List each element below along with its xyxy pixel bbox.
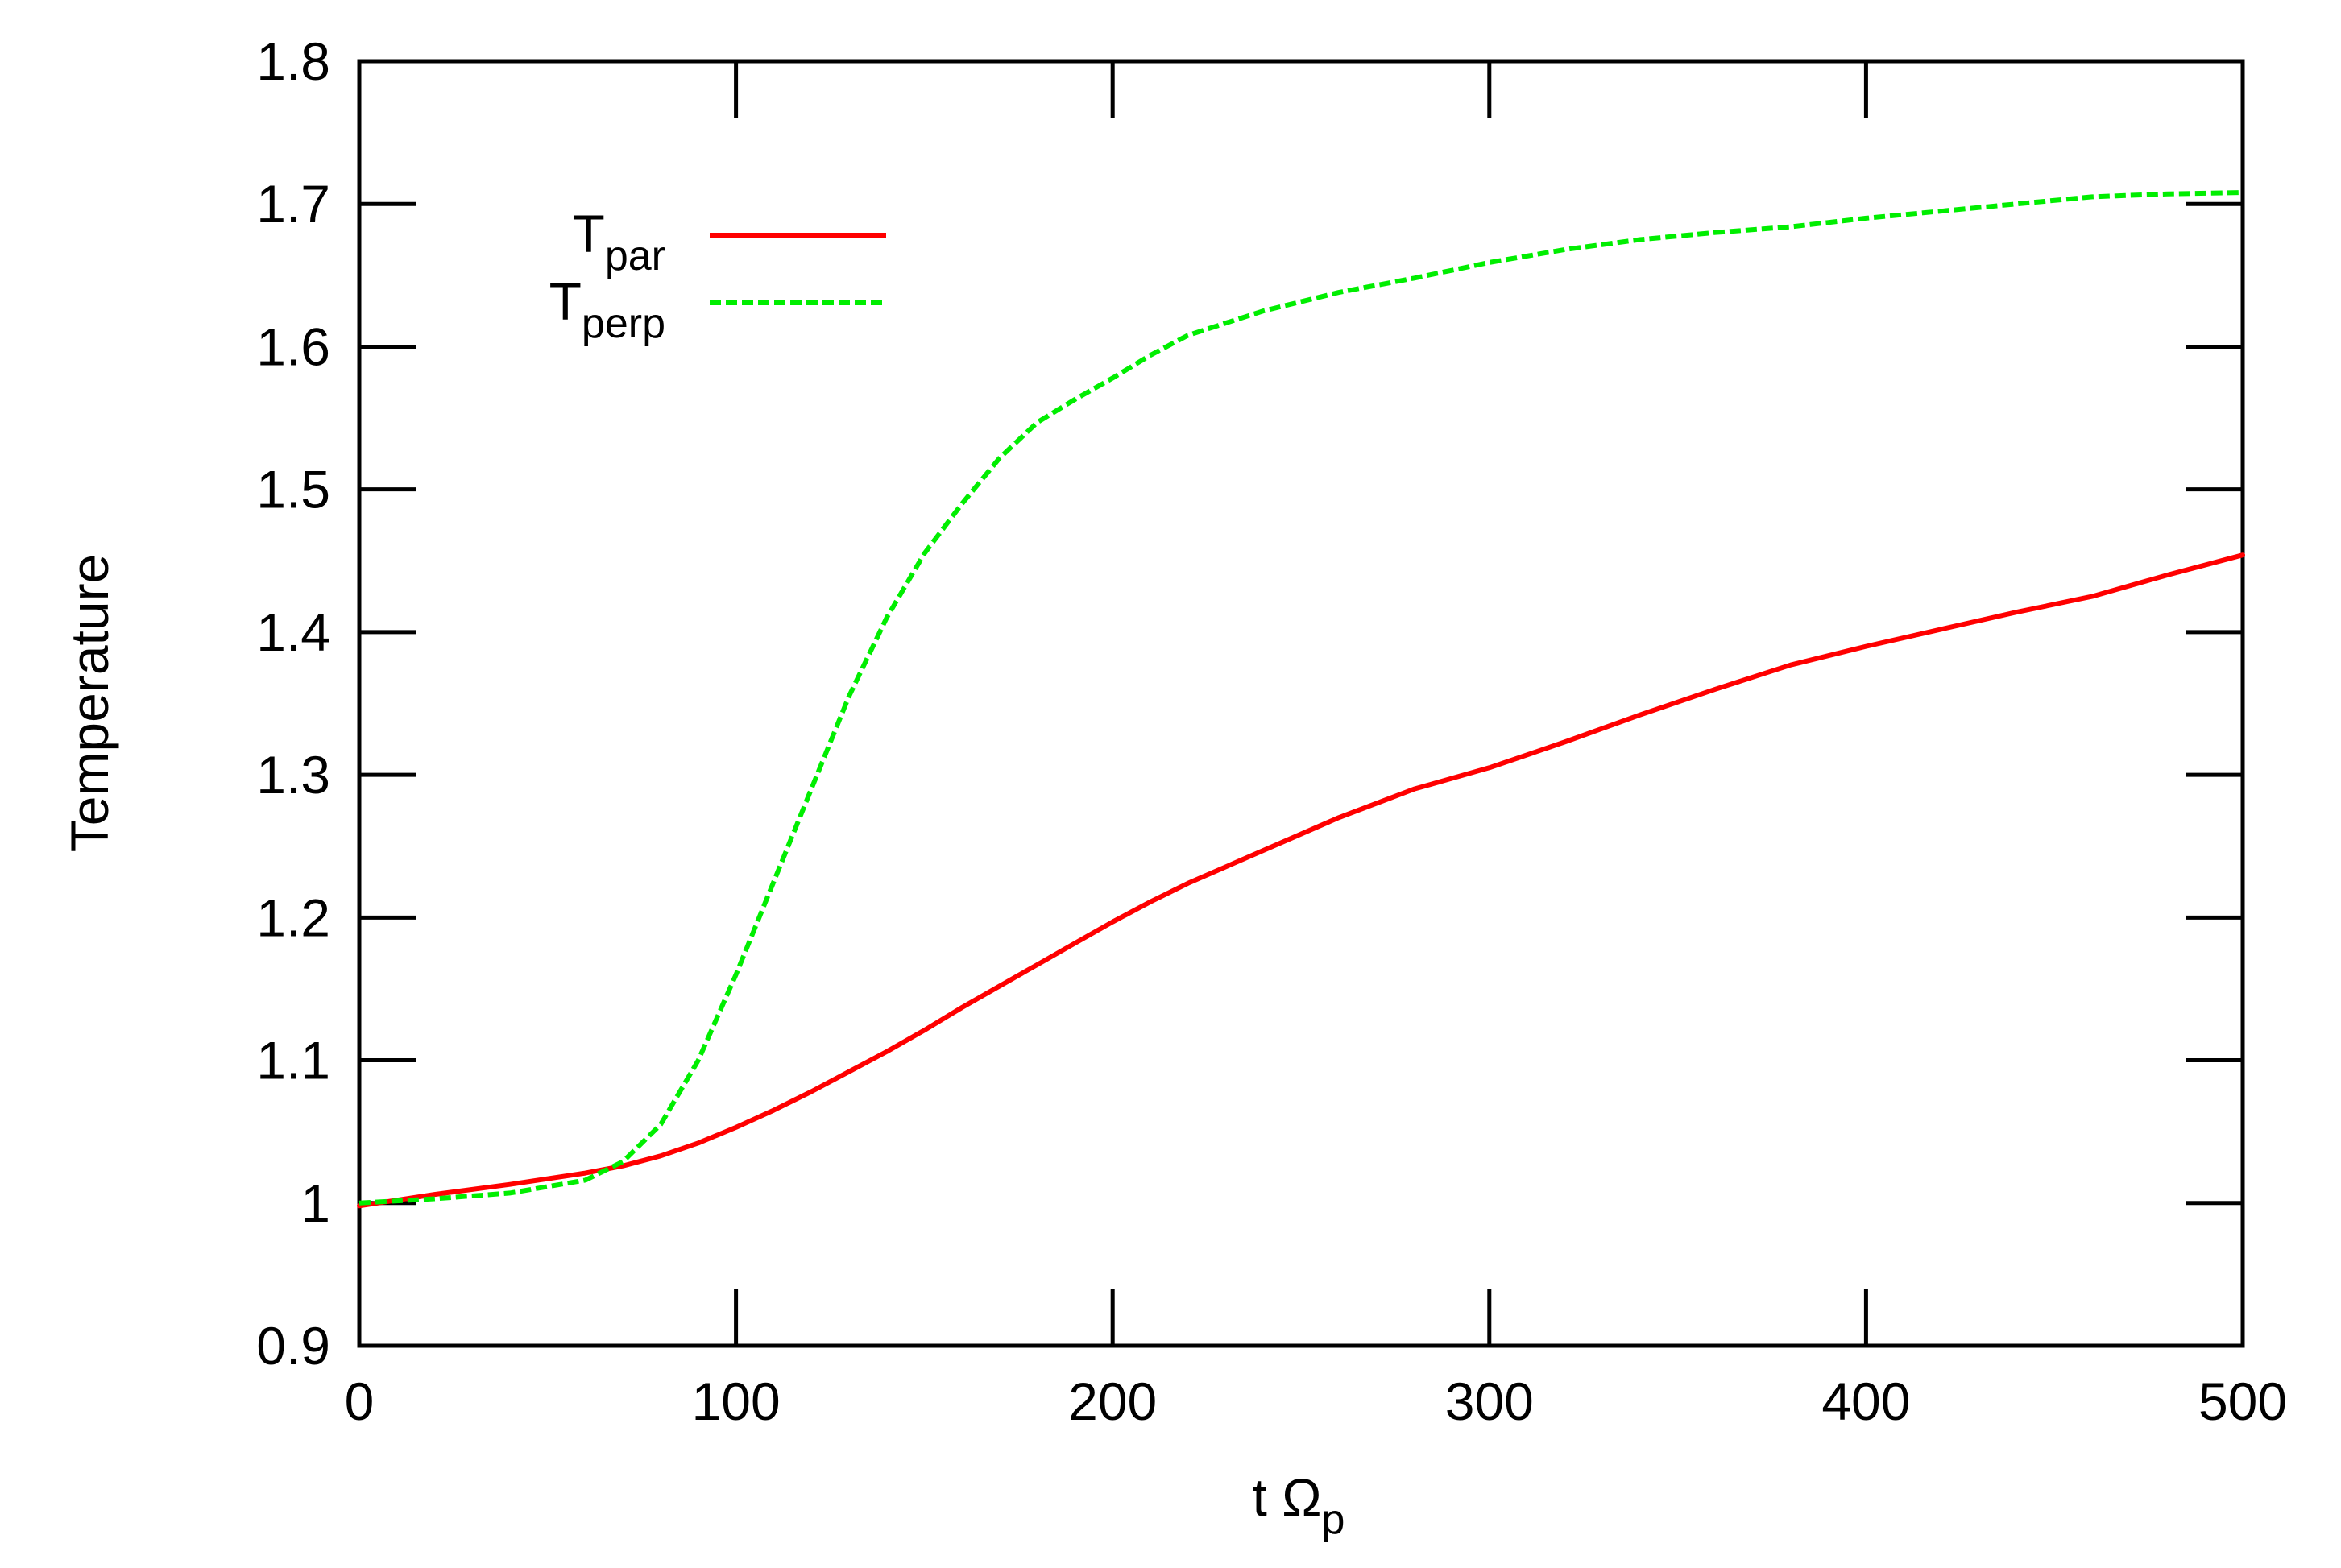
x-axis-label-subscript: p — [1322, 1496, 1345, 1543]
series-line-t-perp — [358, 190, 2244, 1206]
x-tick-label: 100 — [692, 1371, 781, 1431]
y-tick-label: 1.1 — [256, 1031, 330, 1090]
x-axis-label-main: t Ω — [1253, 1467, 1322, 1527]
legend-label-par: Tpar — [573, 204, 665, 279]
x-axis-label: t Ωp — [1253, 1467, 1345, 1543]
y-tick-label: 1.5 — [256, 460, 330, 519]
legend: Tpar Tperp — [549, 204, 886, 347]
y-tick-label: 1.4 — [256, 602, 330, 662]
y-tick-label: 1.2 — [256, 887, 330, 947]
y-tick-label: 1.6 — [256, 316, 330, 376]
axis-ticks — [357, 59, 2245, 1348]
tick-labels: 0 100 200 300 400 500 0.9 1 1.1 1.2 1.3 1.4 1.5 1.6 1.… — [256, 31, 2287, 1431]
x-tick-label: 500 — [2198, 1371, 2287, 1431]
x-tick-label: 200 — [1068, 1371, 1157, 1431]
y-tick-label: 1.8 — [256, 31, 330, 91]
x-tick-label: 0 — [345, 1371, 375, 1431]
y-tick-label: 1.7 — [256, 174, 330, 234]
y-tick-label: 0.9 — [256, 1316, 330, 1376]
data-series — [357, 190, 2245, 1209]
y-axis-label: Temperature — [60, 554, 119, 853]
legend-label-perp: Tperp — [549, 271, 665, 347]
series-line-t-par — [357, 552, 2245, 1209]
x-tick-label: 300 — [1445, 1371, 1534, 1431]
x-tick-label: 400 — [1821, 1371, 1910, 1431]
y-tick-label: 1.3 — [256, 745, 330, 805]
plot-frame — [357, 59, 2245, 1348]
y-tick-label: 1 — [300, 1173, 330, 1233]
